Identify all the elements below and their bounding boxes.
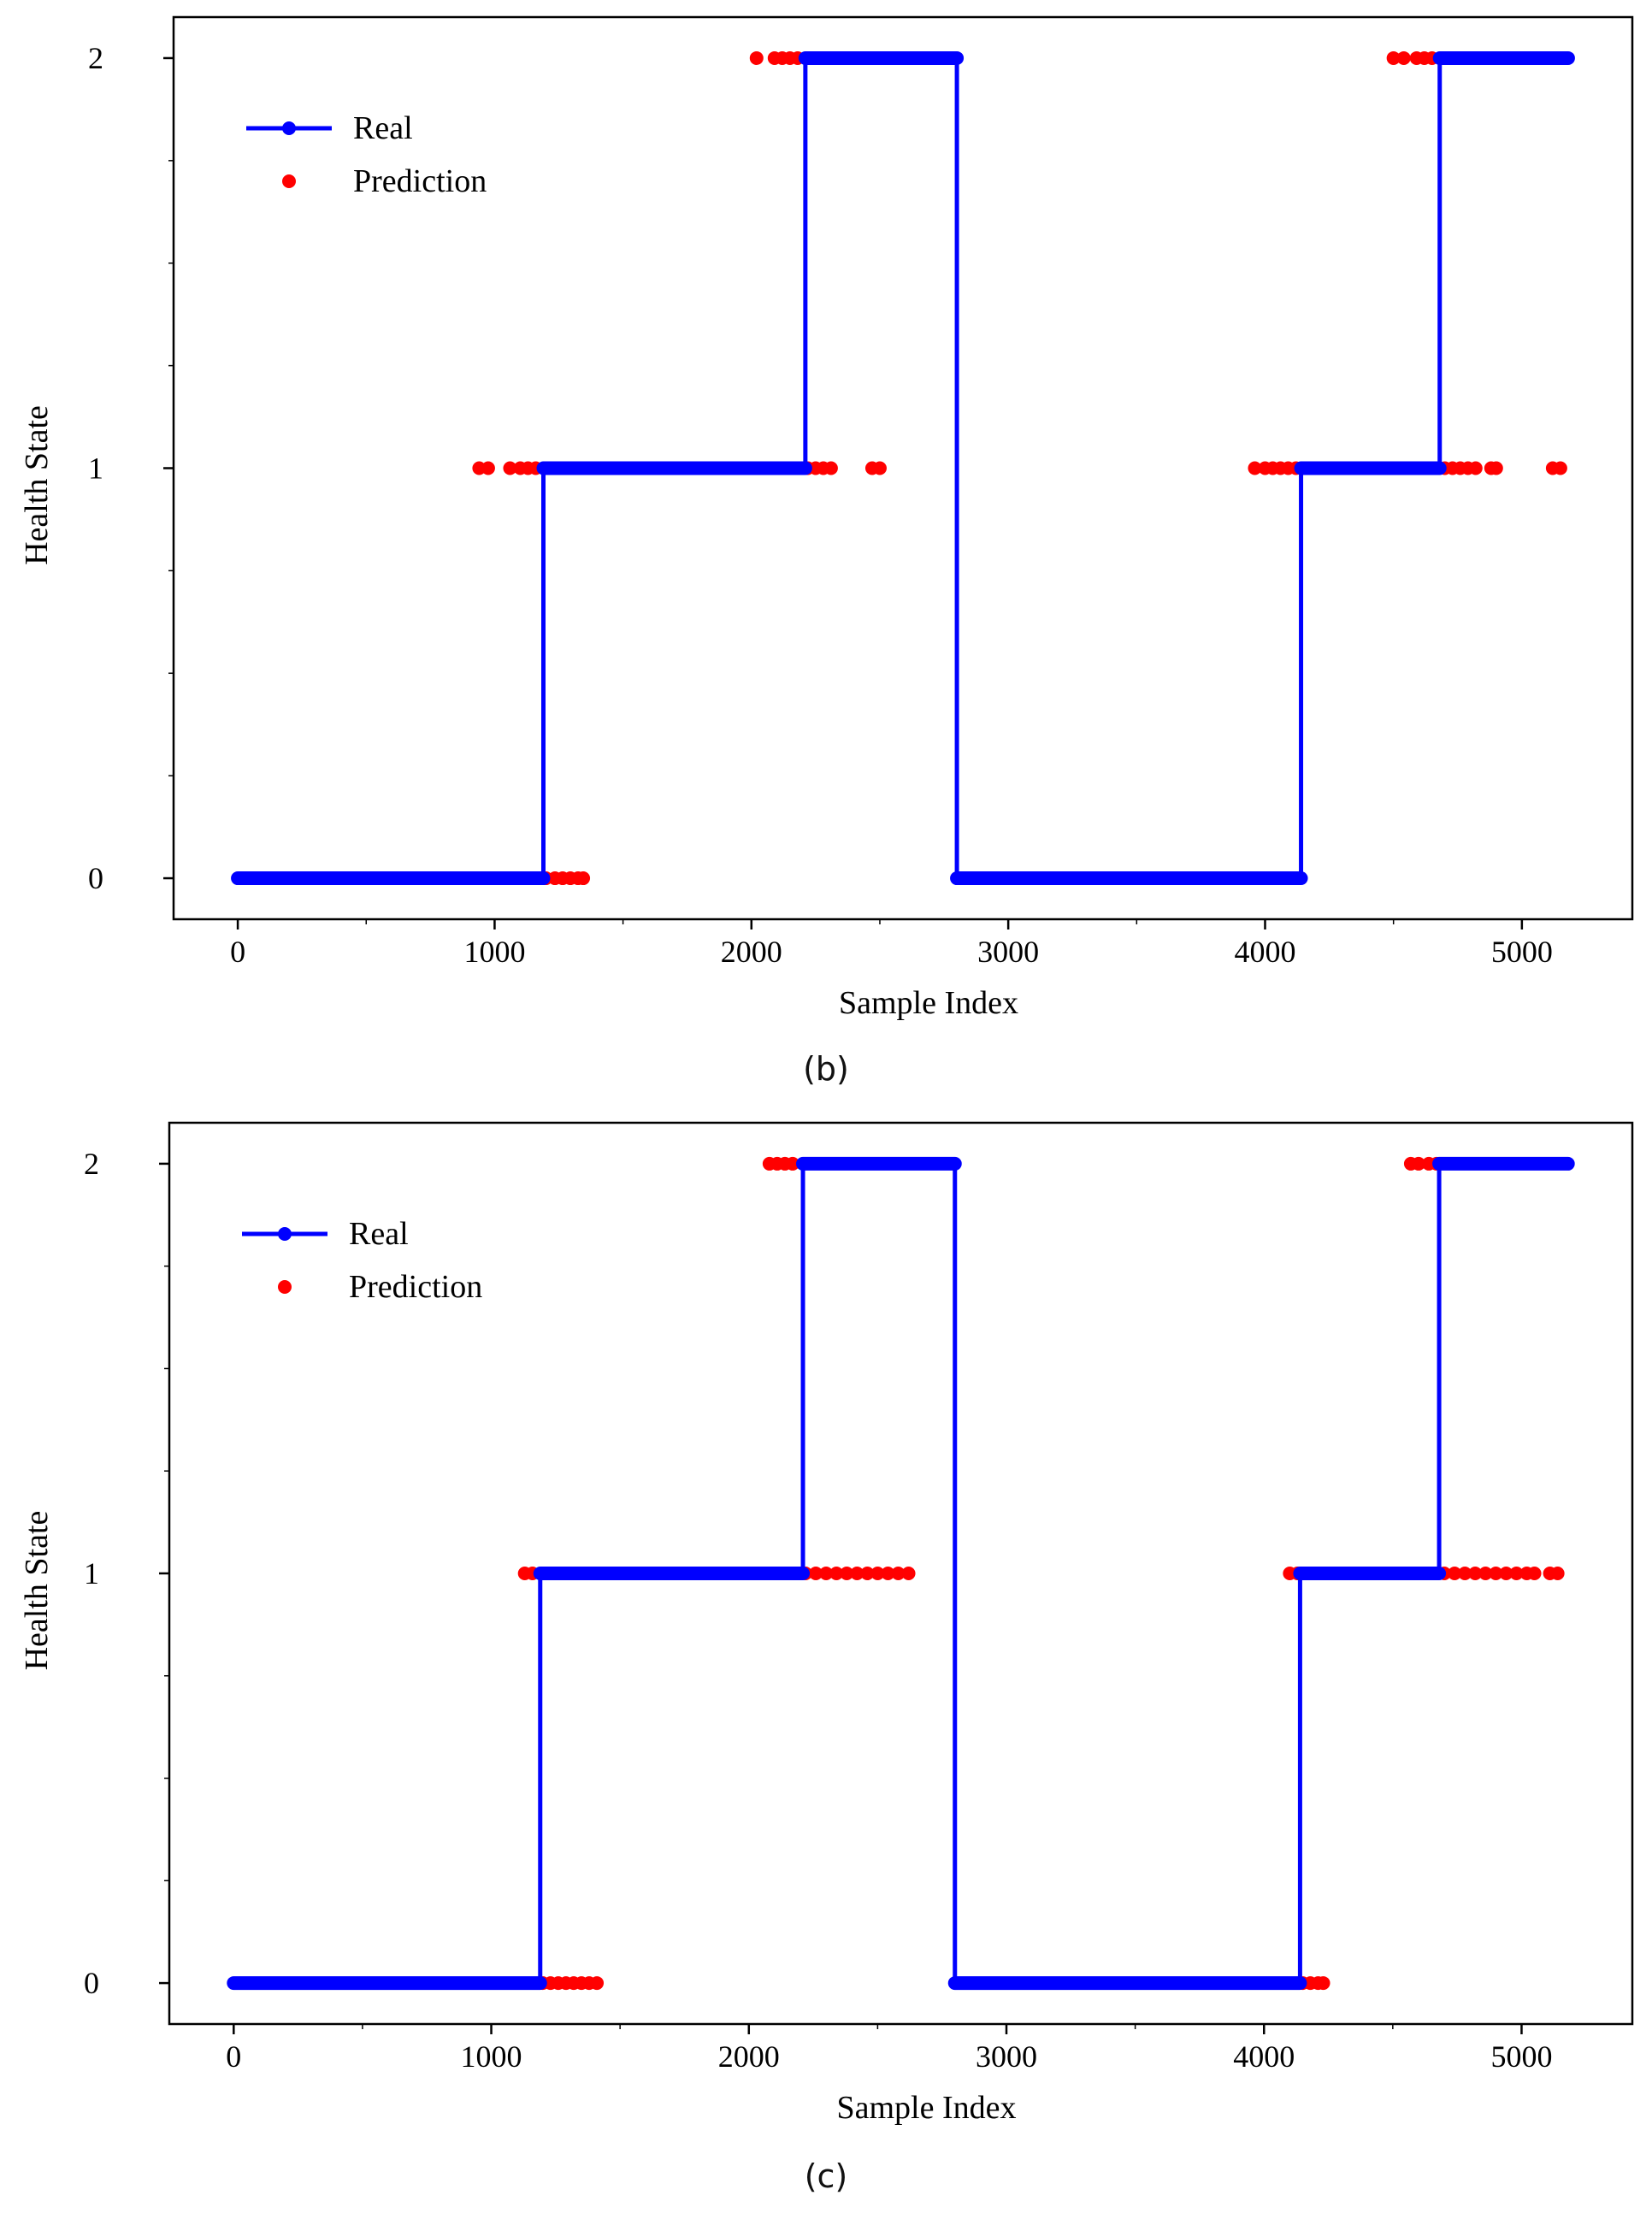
x-tick-label: 0 xyxy=(230,935,245,969)
prediction-point xyxy=(503,461,517,475)
prediction-point xyxy=(891,1567,906,1580)
x-tick-label: 1000 xyxy=(461,2039,522,2074)
legend-prediction-marker xyxy=(278,1280,292,1294)
chart-panel-c: 0 1000 2000 3000 4000 5000 0 1 2 Sample Index Heal… xyxy=(19,1121,1634,2126)
real-step-line xyxy=(233,1161,1568,1986)
x-tick-label: 2000 xyxy=(718,2039,780,2074)
x-tick-label: 2000 xyxy=(721,935,782,969)
prediction-point xyxy=(749,50,764,65)
prediction-point xyxy=(819,1567,834,1580)
legend-prediction-marker xyxy=(282,174,296,188)
prediction-point xyxy=(823,461,838,475)
prediction-point xyxy=(1478,1567,1493,1580)
panel-caption-b: (b) xyxy=(803,1050,849,1088)
prediction-point xyxy=(1316,1976,1330,1991)
legend-real-label: Real xyxy=(349,1216,409,1252)
x-tick-label: 3000 xyxy=(976,2039,1037,2074)
prediction-point xyxy=(860,1567,875,1580)
prediction-point xyxy=(1468,461,1483,475)
x-axis-label: Sample Index xyxy=(836,2090,1016,2126)
prediction-point xyxy=(850,1567,864,1580)
panel-caption-c: (c) xyxy=(804,2157,848,2195)
prediction-point xyxy=(872,461,887,475)
real-step-line xyxy=(238,56,1568,881)
y-tick-label: 0 xyxy=(88,861,103,895)
legend-real-label: Real xyxy=(353,110,413,146)
chart-panel-b: 0 1000 2000 3000 4000 5000 0 1 2 Sample Index Heal… xyxy=(19,15,1634,1021)
x-tick-label: 3000 xyxy=(977,935,1039,969)
prediction-point xyxy=(840,1567,854,1580)
x-tick-label: 0 xyxy=(226,2039,241,2074)
prediction-point xyxy=(809,1567,823,1580)
prediction-point xyxy=(1550,1567,1565,1580)
x-axis-label: Sample Index xyxy=(839,985,1018,1021)
prediction-point xyxy=(1499,1567,1513,1580)
y-axis-label: Health State xyxy=(19,405,55,565)
prediction-point xyxy=(481,461,495,475)
prediction-point xyxy=(1248,461,1262,475)
x-tick-label: 4000 xyxy=(1233,2039,1295,2074)
legend-prediction-label: Prediction xyxy=(353,163,487,199)
prediction-point xyxy=(1396,50,1411,65)
y-tick-label: 0 xyxy=(84,1966,99,2000)
prediction-point xyxy=(1411,1156,1425,1171)
prediction-point xyxy=(1386,50,1401,65)
prediction-point xyxy=(881,1567,895,1580)
x-tick-label: 5000 xyxy=(1491,935,1553,969)
prediction-point xyxy=(901,1567,916,1580)
prediction-point xyxy=(1448,1567,1462,1580)
y-axis-label: Health State xyxy=(19,1511,55,1671)
prediction-point xyxy=(576,871,591,886)
prediction-point xyxy=(1527,1567,1542,1580)
prediction-point xyxy=(1458,1567,1472,1580)
x-tick-label: 5000 xyxy=(1490,2039,1552,2074)
y-tick-label: 2 xyxy=(84,1147,99,1181)
x-tick-label: 1000 xyxy=(463,935,525,969)
y-tick-label: 2 xyxy=(88,41,103,75)
prediction-point xyxy=(1489,461,1503,475)
y-tick-label: 1 xyxy=(88,451,103,486)
prediction-point xyxy=(1509,1567,1524,1580)
legend-real-marker xyxy=(282,121,296,135)
prediction-point xyxy=(829,1567,844,1580)
prediction-point xyxy=(1553,461,1567,475)
prediction-point xyxy=(870,1567,885,1580)
legend-real-marker xyxy=(278,1227,292,1241)
prediction-point xyxy=(1489,1567,1503,1580)
y-tick-label: 1 xyxy=(84,1556,99,1590)
prediction-point xyxy=(1468,1567,1483,1580)
x-tick-label: 4000 xyxy=(1234,935,1295,969)
legend-prediction-label: Prediction xyxy=(349,1269,482,1305)
prediction-point xyxy=(590,1976,605,1991)
prediction-point xyxy=(785,1156,799,1171)
